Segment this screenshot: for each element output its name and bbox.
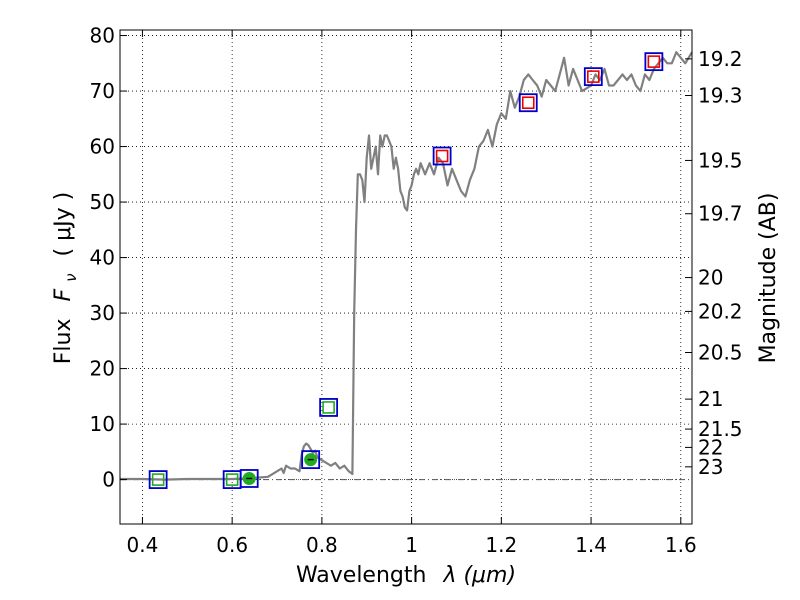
magnitude-tick-label: 19.5 bbox=[698, 148, 743, 172]
photometry-point bbox=[301, 450, 321, 470]
photometry-inner-square bbox=[322, 401, 335, 414]
photometry-point bbox=[319, 398, 339, 417]
magnitude-tick-label: 21.5 bbox=[698, 417, 743, 441]
y-axis-label-symbol: F bbox=[51, 288, 76, 301]
y-tick-label: 10 bbox=[90, 412, 115, 436]
photometry-series bbox=[148, 52, 664, 489]
plot-frame bbox=[119, 29, 693, 525]
x-tick-label: 1 bbox=[405, 533, 418, 557]
photometry-point bbox=[518, 93, 538, 113]
photometry-inner-square bbox=[151, 473, 165, 486]
photometry-box bbox=[239, 469, 259, 488]
magnitude-tick-label: 23 bbox=[698, 455, 723, 479]
y-tick-label: 0 bbox=[102, 468, 115, 492]
x-axis-ticks: 0.4 0.6 0.8 1 1.2 1.4 1.6 bbox=[127, 30, 697, 557]
magnitude-tick-label: 20.2 bbox=[698, 299, 743, 323]
y-axis-label-unit: ( μJy ) bbox=[51, 192, 76, 257]
photometry-point bbox=[432, 146, 452, 166]
photometry-inner-square bbox=[521, 96, 535, 110]
photometry-inner-square bbox=[225, 473, 239, 486]
y-tick-label: 50 bbox=[90, 190, 115, 214]
y-axis-ticks: 0 10 20 30 40 50 60 70 80 bbox=[90, 24, 127, 492]
photometry-inner-square bbox=[587, 70, 600, 83]
y-tick-label: 20 bbox=[90, 357, 115, 381]
photometry-box bbox=[319, 398, 339, 417]
photometry-point bbox=[583, 67, 603, 87]
x-axis-label-text: Wavelength bbox=[296, 563, 427, 588]
x-axis-label: Wavelength λ (μm) bbox=[296, 563, 516, 588]
y-axis-label: Flux F ν ( μJy ) bbox=[51, 192, 82, 364]
photometry-point bbox=[148, 470, 168, 489]
magnitude-tick-label: 21 bbox=[698, 387, 723, 411]
photometry-box bbox=[583, 67, 603, 87]
x-tick-label: 1.4 bbox=[575, 533, 607, 557]
y-axis-label-subscript: ν bbox=[62, 273, 80, 281]
magnitude-tick-label: 19.3 bbox=[698, 83, 743, 107]
photometry-inner-square bbox=[647, 55, 661, 68]
magnitude-tick-label: 20 bbox=[698, 266, 723, 290]
photometry-inner-square bbox=[435, 149, 449, 163]
y-tick-label: 70 bbox=[90, 79, 115, 103]
photometry-box bbox=[432, 146, 452, 166]
x-tick-label: 0.8 bbox=[306, 533, 338, 557]
magnitude-tick-label: 22 bbox=[698, 435, 723, 459]
y-tick-label: 30 bbox=[90, 301, 115, 325]
x-tick-label: 0.6 bbox=[216, 533, 248, 557]
x-tick-label: 0.4 bbox=[127, 533, 159, 557]
y-tick-label: 60 bbox=[90, 135, 115, 159]
magnitude-tick-label: 19.7 bbox=[698, 202, 743, 226]
photometry-box bbox=[644, 52, 664, 72]
right-axis-label: Magnitude (AB) bbox=[756, 193, 781, 364]
photometry-box bbox=[301, 450, 321, 470]
grid-lines bbox=[120, 30, 692, 524]
photometry-point bbox=[644, 52, 664, 72]
plot-area bbox=[120, 30, 692, 524]
photometry-box bbox=[148, 470, 168, 489]
x-tick-label: 1.2 bbox=[485, 533, 517, 557]
x-tick-label: 1.6 bbox=[665, 533, 697, 557]
magnitude-tick-label: 19.2 bbox=[698, 47, 743, 71]
y-axis-label-text: Flux bbox=[51, 318, 76, 364]
y-tick-label: 40 bbox=[90, 246, 115, 270]
photometry-box bbox=[518, 93, 538, 113]
y-tick-label: 80 bbox=[90, 24, 115, 48]
x-axis-label-symbol: λ (μm) bbox=[442, 563, 516, 588]
photometry-point bbox=[239, 469, 259, 488]
magnitude-tick-label: 20.5 bbox=[698, 340, 743, 364]
